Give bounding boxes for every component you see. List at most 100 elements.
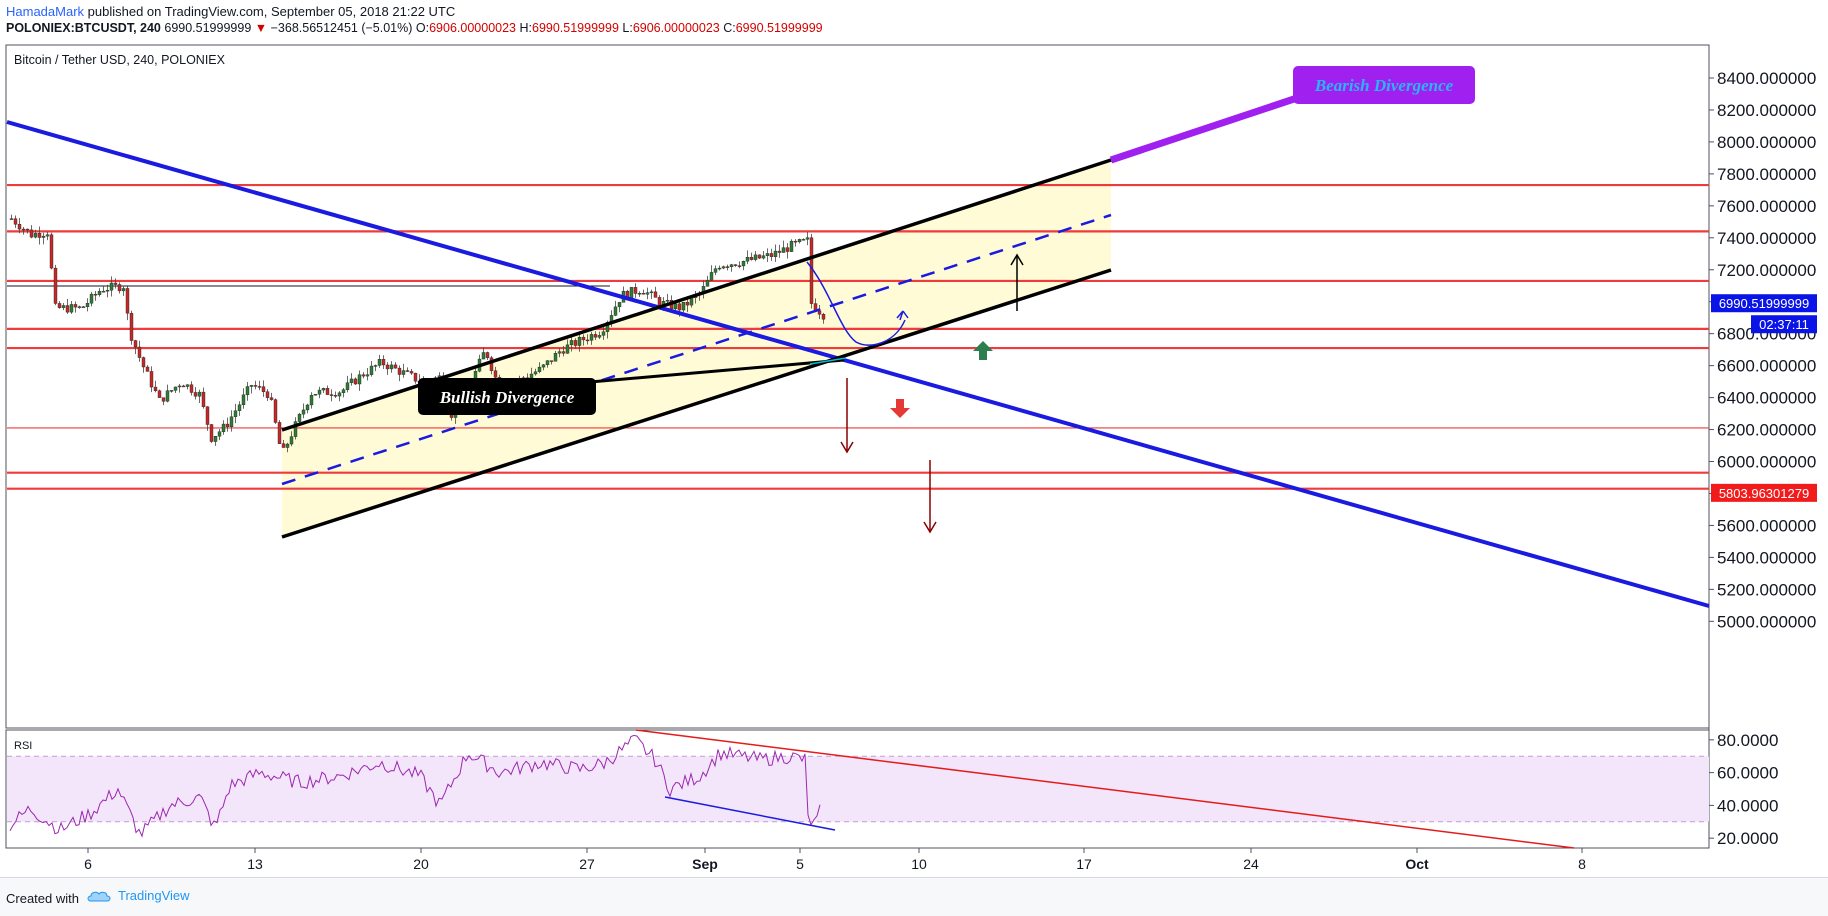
candle-body	[61, 305, 66, 308]
candle-body	[369, 365, 374, 375]
candle-body	[765, 253, 770, 256]
candle-body	[185, 384, 190, 387]
tradingview-link[interactable]: TradingView	[86, 888, 190, 903]
candle-body	[37, 233, 42, 238]
candle-body	[161, 397, 166, 402]
candle-body	[241, 394, 246, 406]
candle-body	[213, 436, 218, 442]
candle-body	[541, 364, 546, 368]
candle-body	[65, 305, 70, 313]
price-tick-label: 8000.000000	[1717, 133, 1816, 152]
candle-body	[401, 370, 406, 375]
candle-body	[141, 357, 146, 368]
candle-body	[385, 364, 390, 370]
bearish-divergence-text: Bearish Divergence	[1314, 76, 1454, 95]
candle-body	[357, 374, 362, 385]
candle-body	[389, 364, 394, 370]
low-value: 6906.00000023	[632, 21, 720, 35]
rsi-bearish-trendline	[635, 729, 1575, 849]
candle-body	[253, 385, 258, 387]
candle-body	[561, 351, 566, 354]
candle-body	[261, 386, 266, 392]
close-value: 6990.51999999	[735, 21, 823, 35]
price-chart[interactable]: Bearish Divergence Bullish Divergence Bi…	[0, 40, 1828, 877]
candle-body	[333, 395, 338, 397]
candle-body	[205, 406, 210, 425]
descending-trendline[interactable]	[6, 120, 1710, 608]
candle-body	[645, 292, 650, 295]
candle-body	[117, 284, 122, 292]
candle-body	[821, 314, 826, 320]
price-tick-label: 7200.000000	[1717, 261, 1816, 280]
candle-body	[217, 431, 222, 437]
price-tick-label: 5400.000000	[1717, 548, 1816, 567]
candle-body	[133, 340, 138, 348]
candle-body	[257, 386, 262, 388]
channel-midline[interactable]	[281, 213, 1112, 486]
candle-body	[9, 218, 14, 220]
candle-body	[285, 443, 290, 448]
candle-body	[237, 404, 242, 411]
candle-body	[753, 254, 758, 260]
candle-body	[585, 339, 590, 342]
candle-body	[733, 264, 738, 266]
candle-body	[481, 352, 486, 360]
bearish-divergence-label[interactable]: Bearish Divergence	[1293, 66, 1475, 104]
candle-body	[817, 310, 822, 315]
low-key: L:	[622, 21, 633, 35]
rsi-band	[7, 756, 1709, 822]
candle-body	[681, 301, 686, 311]
candle-body	[409, 371, 414, 374]
candle-body	[77, 306, 82, 308]
candle-body	[569, 340, 574, 346]
price-tick-label: 8200.000000	[1717, 101, 1816, 120]
current-price-label: 6990.51999999	[1711, 294, 1817, 313]
candle-body	[245, 386, 250, 396]
candle-body	[13, 218, 18, 225]
candle-body	[121, 288, 126, 292]
tradingview-brand-text: TradingView	[118, 888, 190, 903]
candle-body	[85, 303, 90, 307]
candle-body	[729, 264, 734, 268]
candle-body	[781, 247, 786, 253]
ohlc-line: POLONIEX:BTCUSDT, 240 6990.51999999 ▼ −3…	[6, 22, 823, 35]
author-link[interactable]: HamadaMark	[6, 4, 85, 19]
bullish-divergence-label[interactable]: Bullish Divergence	[418, 378, 596, 415]
main-pane[interactable]	[5, 44, 1710, 729]
time-tick-label: 5	[796, 856, 804, 872]
channel-lower-line[interactable]	[281, 268, 1112, 539]
price-tick-label: 7400.000000	[1717, 229, 1816, 248]
candle-body	[317, 389, 322, 395]
rsi-tick-label: 80.0000	[1717, 731, 1778, 750]
candle-body	[269, 397, 274, 400]
candle-body	[265, 391, 270, 398]
time-tick-label: 8	[1578, 856, 1586, 872]
candle-body	[613, 306, 618, 316]
candle-body	[81, 306, 86, 308]
candle-body	[381, 359, 386, 366]
candle-body	[773, 250, 778, 257]
high-value: 6990.51999999	[532, 21, 619, 35]
candle-body	[721, 266, 726, 269]
candle-body	[529, 373, 534, 379]
time-axis[interactable]: 6 13 20 27 Sep 5 10 17 24 Oct 8	[84, 848, 1586, 872]
candle-body	[377, 359, 382, 366]
candle-body	[189, 384, 194, 393]
candle-body	[197, 391, 202, 397]
candle-body	[629, 287, 634, 299]
candle-body	[405, 370, 410, 372]
candle-body	[137, 346, 142, 358]
published-text: published on TradingView.com, September …	[87, 4, 456, 19]
candle-body	[493, 370, 498, 378]
price-tick-label: 6400.000000	[1717, 389, 1816, 408]
candle-body	[597, 335, 602, 338]
candle-body	[337, 392, 342, 397]
rsi-axis[interactable]: 80.0000 60.0000 40.0000 20.0000	[1709, 731, 1778, 848]
price-axis[interactable]: 8400.000000 8200.000000 8000.000000 7800.00…	[1709, 69, 1816, 631]
candle-body	[797, 239, 802, 243]
candle-body	[393, 364, 398, 369]
candle-body	[345, 382, 350, 390]
price-tick-label: 6200.000000	[1717, 421, 1816, 440]
high-key: H:	[519, 21, 533, 35]
blue-up-arrow-icon	[896, 310, 909, 321]
